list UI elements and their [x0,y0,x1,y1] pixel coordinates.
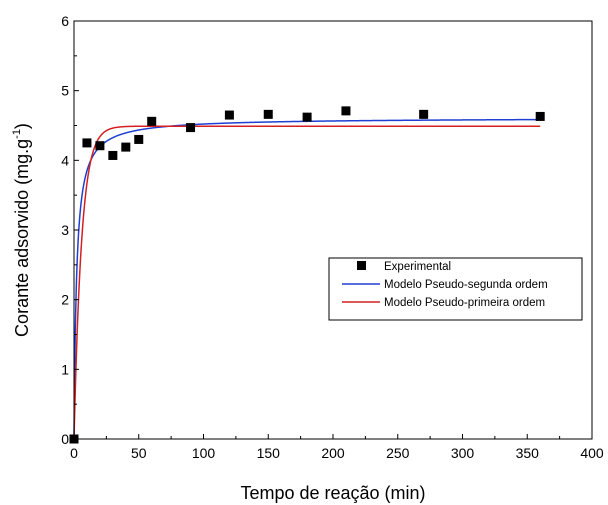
y-tick-label: 0 [61,431,69,447]
data-point [95,141,105,151]
x-tick-label: 250 [386,445,410,461]
data-point [121,142,131,152]
x-tick-label: 350 [516,445,540,461]
y-tick-label: 3 [61,222,69,238]
x-tick-label: 300 [451,445,475,461]
data-point [147,116,157,126]
x-axis-ticks: 0 50 100 150 200 250 300 350 400 [70,434,604,461]
x-tick-label: 100 [192,445,216,461]
x-axis-label: Tempo de reação (min) [240,483,425,503]
x-tick-label: 50 [131,445,147,461]
legend: Experimental Modelo Pseudo-segunda ordem… [328,257,583,321]
legend-marker-experimental [357,261,366,270]
data-point [82,138,92,148]
legend-box [328,257,583,321]
data-point [134,134,144,144]
x-tick-label: 200 [321,445,345,461]
data-point [263,109,273,119]
y-tick-label: 2 [61,292,69,308]
legend-label-pseudo-primeira: Modelo Pseudo-primeira ordem [384,297,545,309]
y-tick-label: 4 [61,152,69,168]
y-tick-label: 6 [61,13,69,29]
data-point [224,110,234,120]
y-axis-label-close: ) [12,123,32,129]
data-point [108,150,118,160]
data-point [341,106,351,116]
x-tick-label: 150 [257,445,281,461]
x-tick-label: 0 [70,445,78,461]
data-point [535,111,545,121]
data-point [302,112,312,122]
y-axis-ticks: 0 1 2 3 4 5 6 [61,13,79,447]
legend-label-experimental: Experimental [384,261,451,273]
legend-label-pseudo-segunda: Modelo Pseudo-segunda ordem [384,279,548,291]
data-point [186,123,196,133]
y-axis-label: Corante adsorvido (mg.g-1) [11,123,32,337]
data-point [419,109,429,119]
series-line-pseudo-first-order [73,125,541,440]
y-axis-label-superscript: -1 [11,129,23,139]
y-tick-label: 5 [61,83,69,99]
x-tick-label: 400 [580,445,604,461]
y-tick-label: 1 [61,361,69,377]
y-axis-label-main: Corante adsorvido (mg.g [12,139,32,337]
